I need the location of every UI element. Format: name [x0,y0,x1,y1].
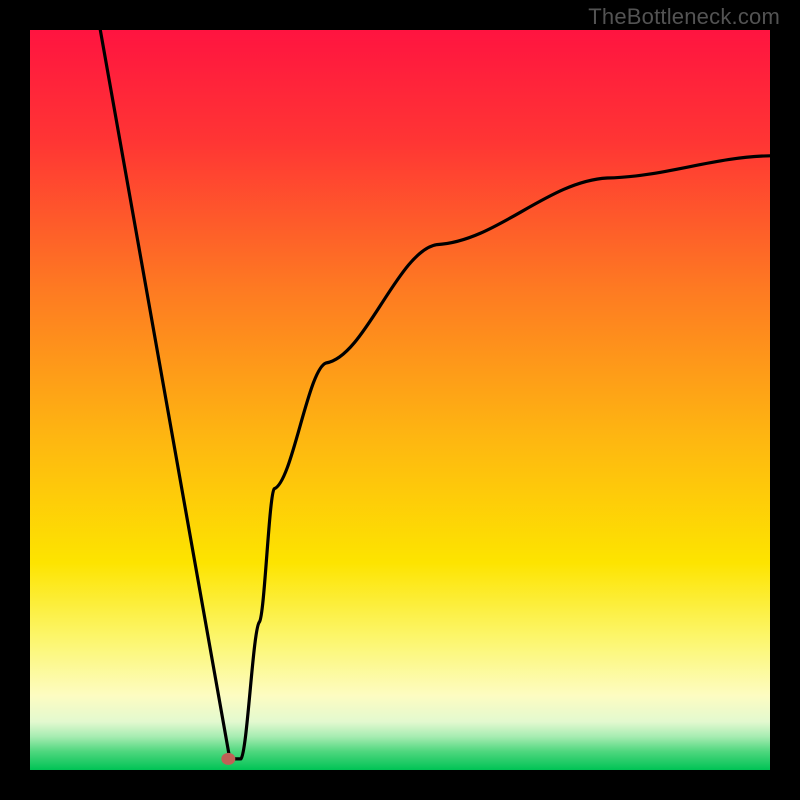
chart-frame: TheBottleneck.com [0,0,800,800]
dip-marker [221,753,235,765]
watermark-text: TheBottleneck.com [588,4,780,30]
curve-svg [30,30,770,770]
plot-area [30,30,770,770]
bottleneck-curve [100,30,770,759]
